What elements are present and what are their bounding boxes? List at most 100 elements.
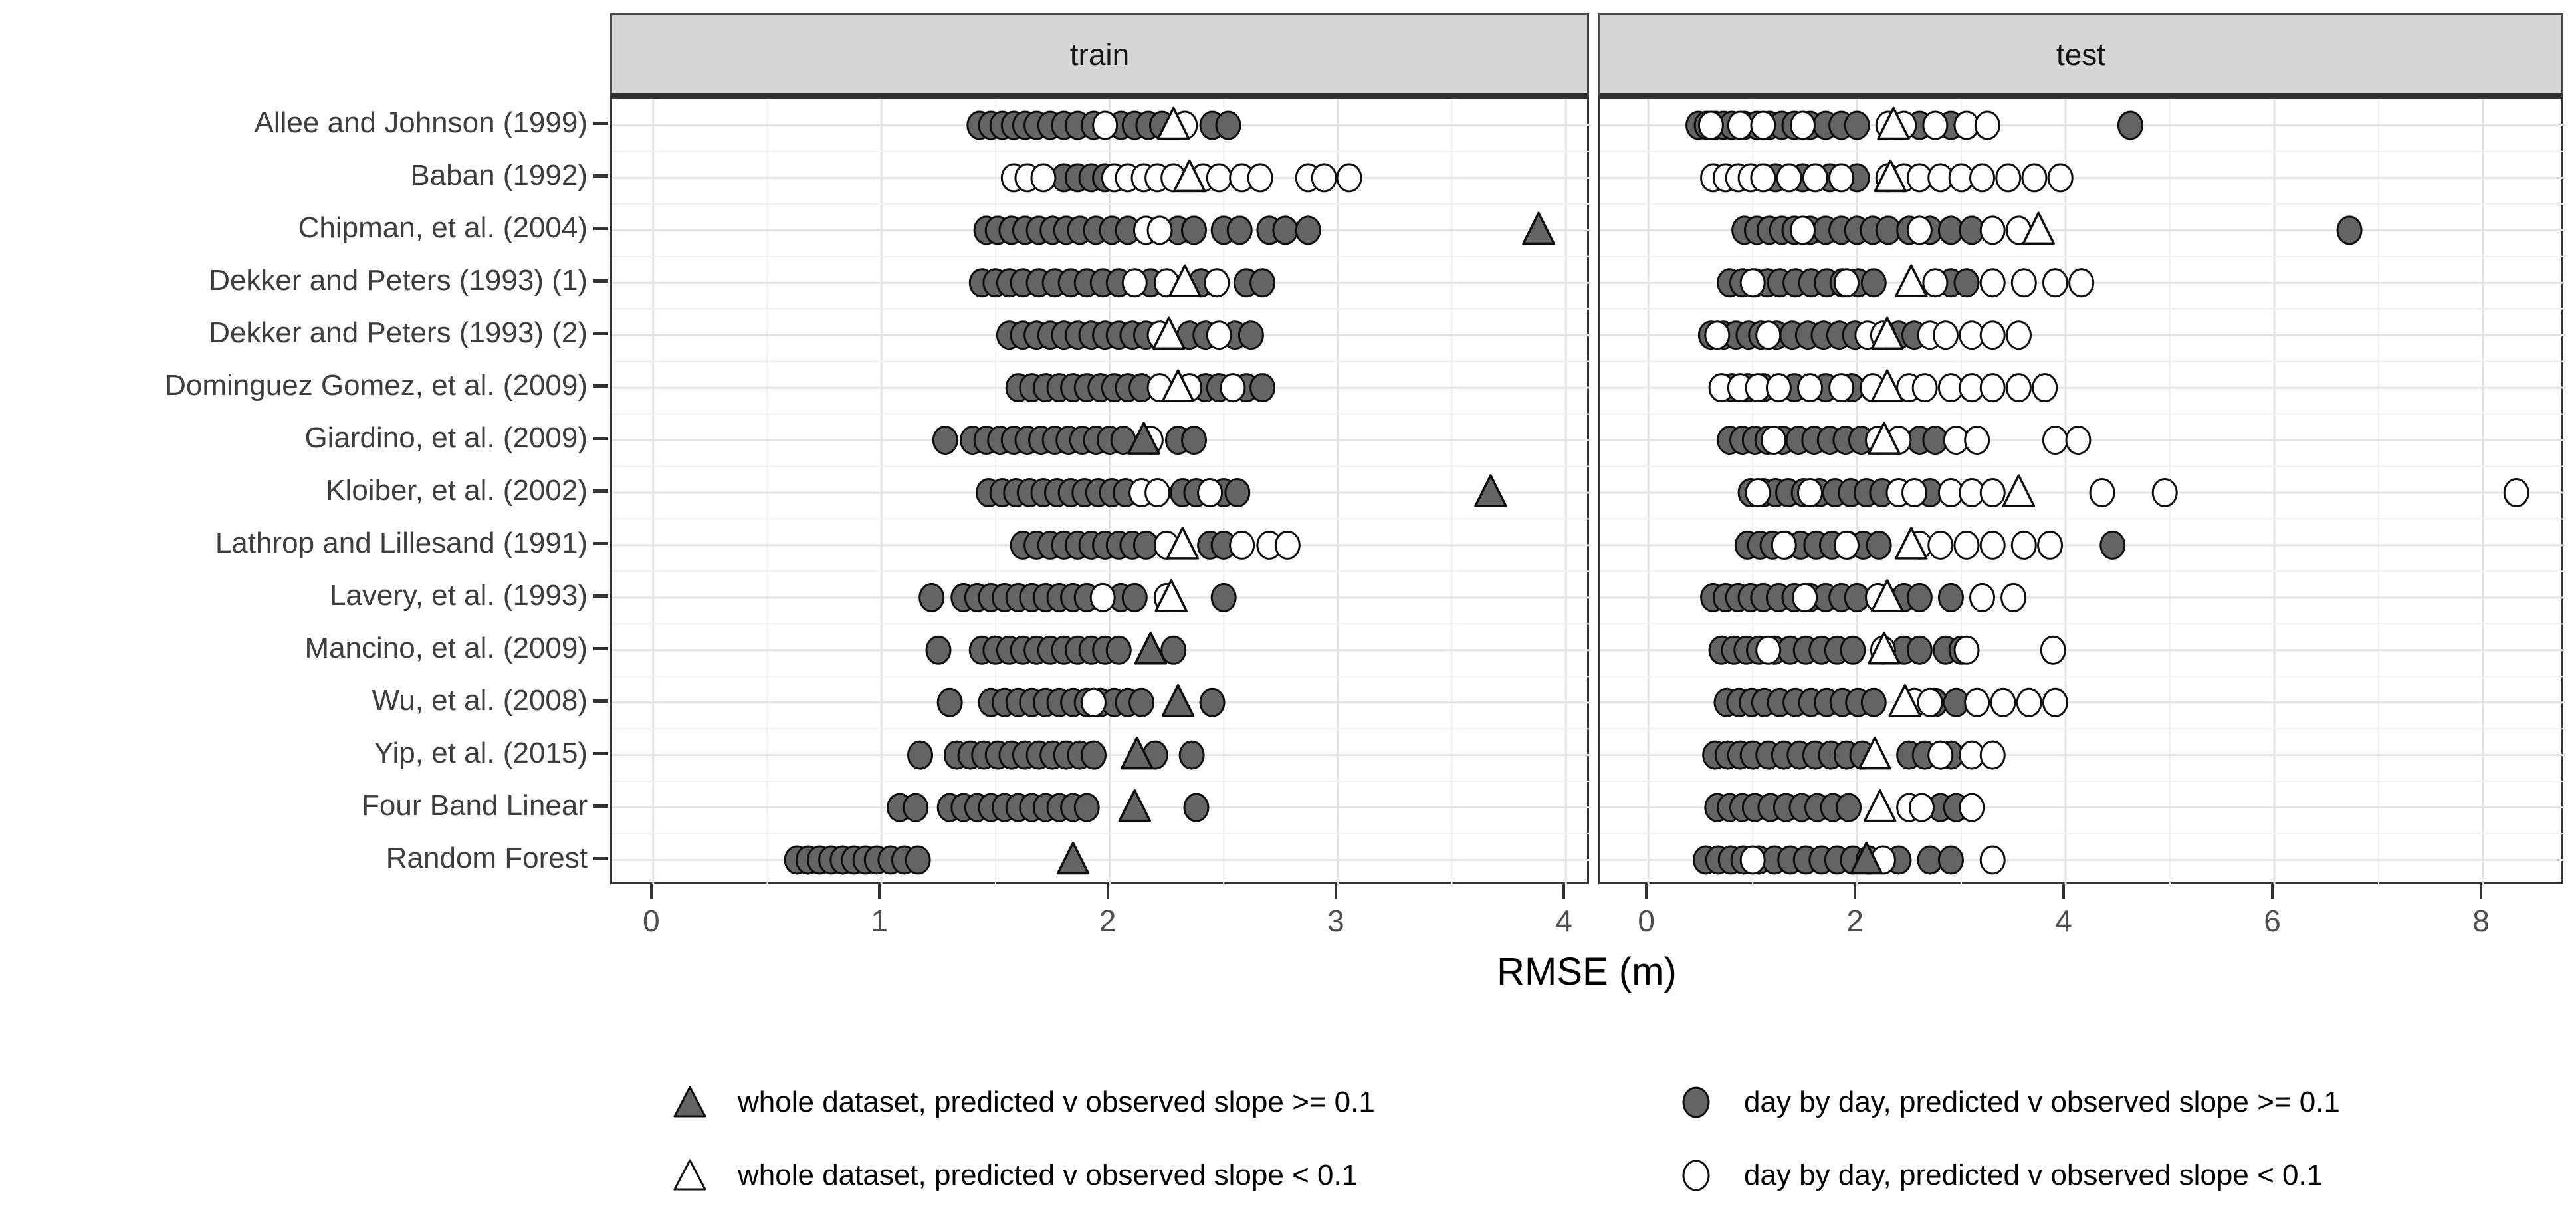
point-filled-circle xyxy=(1272,215,1299,245)
y-axis-tick xyxy=(593,174,608,178)
y-axis-tick xyxy=(593,751,608,755)
point-open-circle xyxy=(1797,478,1824,507)
point-open-circle xyxy=(2042,268,2068,298)
point-filled-circle xyxy=(903,793,929,822)
point-open-circle xyxy=(1220,373,1246,403)
point-open-circle xyxy=(1229,530,1255,560)
point-filled-circle xyxy=(1906,582,1933,612)
point-filled-circle xyxy=(1183,793,1210,822)
point-filled-circle xyxy=(936,687,963,717)
point-filled-circle xyxy=(1121,582,1148,612)
point-open-circle xyxy=(1922,110,1949,140)
point-filled-triangle xyxy=(1127,422,1160,455)
point-open-circle xyxy=(1761,426,1787,455)
point-filled-circle xyxy=(1295,215,1321,245)
y-axis-tick xyxy=(593,699,608,703)
legend-label: day by day, predicted v observed slope >… xyxy=(1744,1086,2340,1118)
y-axis-label: Baban (1992) xyxy=(410,159,588,192)
point-open-circle xyxy=(2089,478,2115,507)
point-filled-circle xyxy=(1160,635,1187,665)
point-open-circle xyxy=(1092,110,1119,140)
y-axis-tick xyxy=(593,646,608,650)
point-filled-triangle xyxy=(1118,789,1152,822)
point-open-circle xyxy=(1144,478,1171,507)
point-filled-circle xyxy=(1836,793,1862,822)
point-open-circle xyxy=(1828,163,1855,193)
point-open-circle xyxy=(1030,163,1057,193)
point-filled-circle xyxy=(1249,268,1276,298)
point-open-circle xyxy=(1990,687,2016,717)
x-axis-tick xyxy=(649,884,653,899)
point-open-circle xyxy=(1790,215,1816,245)
point-open-triangle xyxy=(1895,527,1928,560)
point-open-circle xyxy=(1979,320,2006,350)
point-open-circle xyxy=(1933,320,1959,350)
legend-label: whole dataset, predicted v observed slop… xyxy=(738,1159,1358,1191)
x-axis-tick xyxy=(1562,884,1566,899)
point-open-triangle xyxy=(2002,474,2036,507)
point-open-circle xyxy=(1765,373,1792,403)
train-panel-plot xyxy=(612,99,1591,886)
y-axis-label: Lavery, et al. (1993) xyxy=(329,578,588,612)
point-open-circle xyxy=(1979,268,2006,298)
y-axis-tick xyxy=(593,594,608,598)
point-open-circle xyxy=(1697,110,1724,140)
legend-item-daybyday-lt: day by day, predicted v observed slope <… xyxy=(1679,1158,2323,1193)
point-filled-circle xyxy=(932,426,958,455)
legend-label: day by day, predicted v observed slope <… xyxy=(1744,1159,2323,1191)
point-open-circle xyxy=(1745,478,1771,507)
x-tick-label: 4 xyxy=(2055,904,2072,938)
train-panel xyxy=(610,97,1591,886)
y-axis-label: Chipman, et al. (2004) xyxy=(298,211,588,245)
point-filled-triangle xyxy=(1522,211,1555,245)
point-filled-circle xyxy=(2117,110,2143,140)
point-open-circle xyxy=(1979,530,2006,560)
point-open-triangle xyxy=(1895,264,1928,298)
point-filled-circle xyxy=(1937,845,1964,875)
point-filled-circle xyxy=(907,740,934,770)
x-axis-title: RMSE (m) xyxy=(1497,950,1677,993)
y-axis-tick xyxy=(593,489,608,493)
x-axis-tick xyxy=(1854,884,1857,899)
point-filled-circle xyxy=(1860,687,1887,717)
point-open-circle xyxy=(1917,687,1943,717)
y-axis-tick xyxy=(593,384,608,388)
x-tick-label: 1 xyxy=(871,904,888,938)
legend-item-whole-ge: whole dataset, predicted v observed slop… xyxy=(673,1085,1375,1120)
point-filled-circle xyxy=(1181,426,1208,455)
point-open-circle xyxy=(1979,215,2006,245)
point-open-circle xyxy=(1974,110,2000,140)
y-axis-label: Giardino, et al. (2009) xyxy=(304,422,588,455)
point-open-circle xyxy=(2005,373,2032,403)
point-filled-circle xyxy=(1181,215,1208,245)
y-axis-label: Dekker and Peters (1993) (2) xyxy=(209,316,588,350)
point-open-circle xyxy=(1979,373,2006,403)
point-open-triangle xyxy=(1870,579,1904,612)
point-open-circle xyxy=(2032,373,2058,403)
point-open-circle xyxy=(2010,530,2037,560)
y-axis-label: Kloiber, et al. (2002) xyxy=(326,474,588,507)
point-open-triangle xyxy=(1874,159,1907,193)
point-open-circle xyxy=(1704,320,1731,350)
y-axis-tick xyxy=(593,541,608,545)
facet-strip-test: test xyxy=(1598,13,2563,97)
point-filled-circle xyxy=(1210,582,1237,612)
point-filled-circle xyxy=(1840,635,1866,665)
point-filled-circle xyxy=(1073,793,1100,822)
point-open-circle xyxy=(2042,426,2068,455)
point-open-circle xyxy=(1979,845,2006,875)
point-open-circle xyxy=(1755,320,1782,350)
point-filled-circle xyxy=(1178,740,1205,770)
point-open-circle xyxy=(2065,426,2092,455)
point-open-circle xyxy=(1739,845,1766,875)
triangle-open-icon xyxy=(673,1159,706,1191)
point-open-circle xyxy=(1146,215,1173,245)
point-filled-triangle xyxy=(1850,841,1883,875)
point-open-circle xyxy=(1901,478,1927,507)
facet-title-train: train xyxy=(1069,37,1130,72)
point-filled-triangle xyxy=(1474,474,1507,507)
point-open-circle xyxy=(1802,163,1828,193)
point-open-triangle xyxy=(1154,579,1188,612)
point-filled-triangle xyxy=(1056,841,1090,875)
